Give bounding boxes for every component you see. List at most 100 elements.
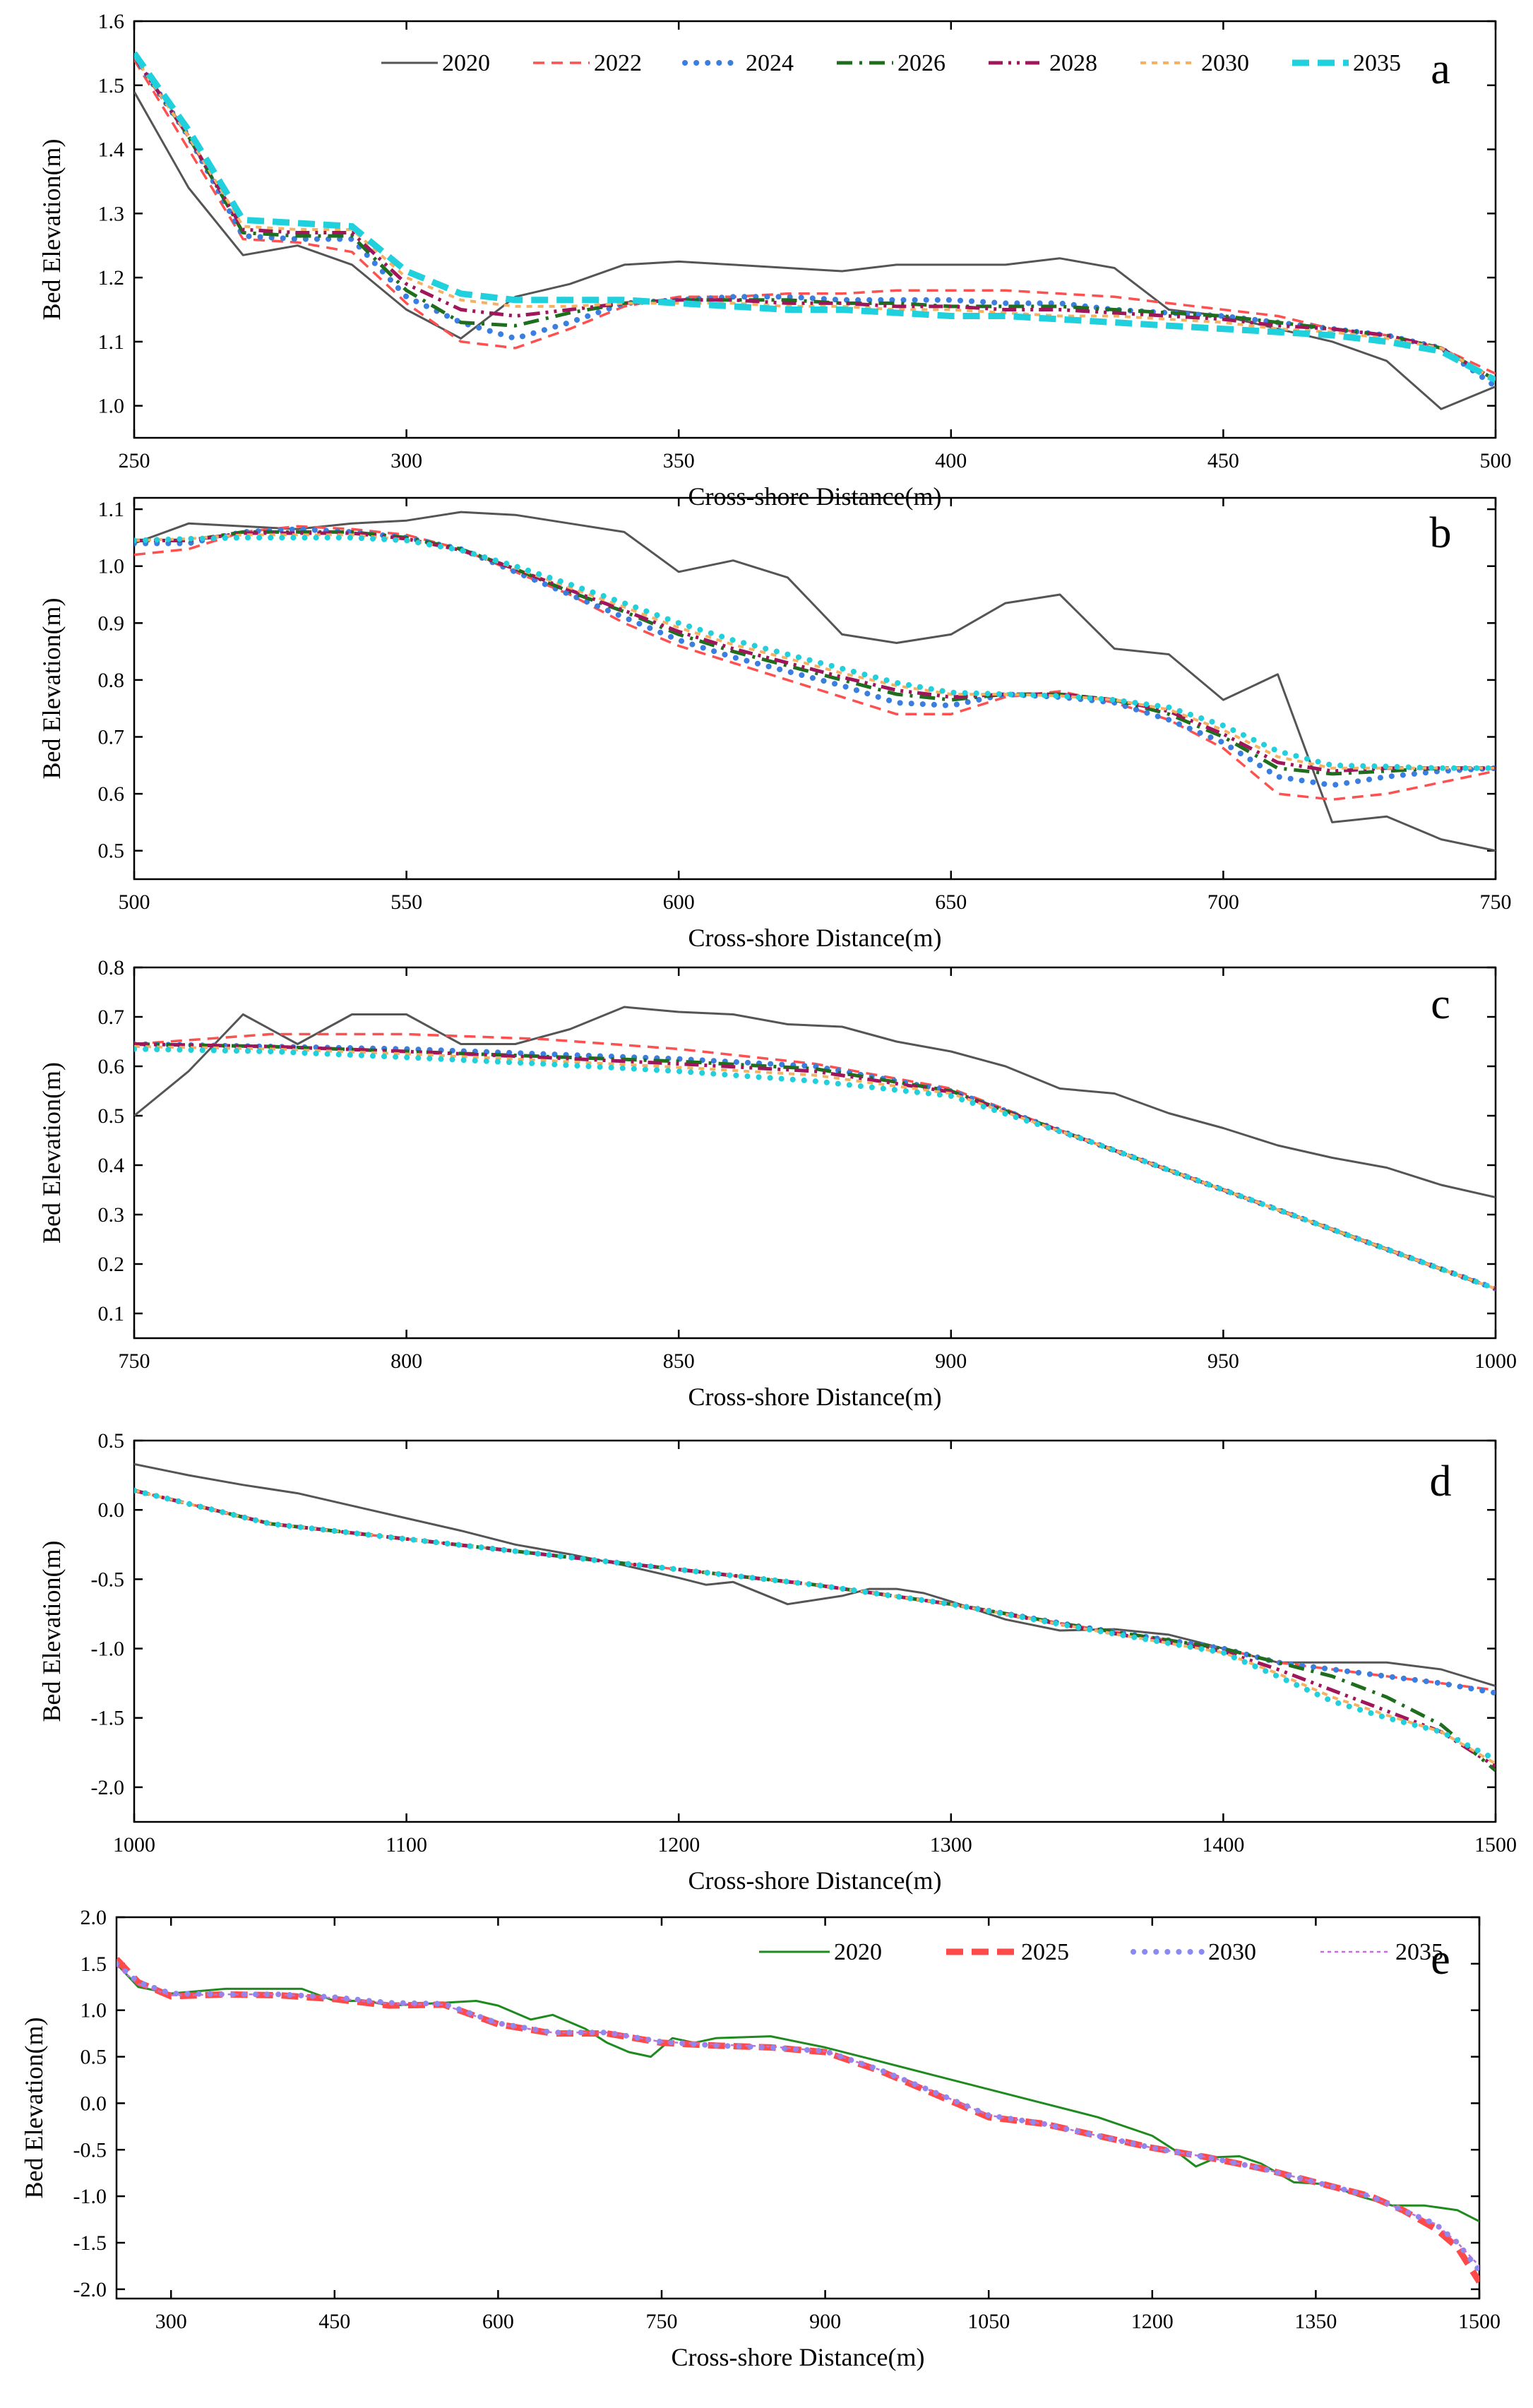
x-tick-label: 900 bbox=[935, 1349, 967, 1373]
y-tick-label: 0.4 bbox=[98, 1154, 125, 1177]
y-tick-label: 0.0 bbox=[80, 2092, 107, 2115]
y-tick-label: 1.2 bbox=[98, 266, 125, 290]
y-tick-label: 1.0 bbox=[80, 1999, 107, 2022]
x-tick-label: 1400 bbox=[1202, 1833, 1244, 1856]
x-tick-label: 1500 bbox=[1474, 1833, 1517, 1856]
series-line-2030 bbox=[134, 1045, 1496, 1290]
plot-frame bbox=[133, 966, 1497, 1340]
series-line-2026 bbox=[134, 55, 1496, 382]
y-tick-label: -0.5 bbox=[73, 2138, 107, 2162]
panel-a: 250 300 350 400 450 500 1.0 1.1 1.2 1.3 1.4 1.5 1.6 C… bbox=[37, 10, 1512, 511]
y-tick-label: 0.5 bbox=[80, 2046, 107, 2069]
series-line-2030 bbox=[117, 1960, 1479, 2274]
panel-letter: a bbox=[1431, 45, 1450, 93]
series-line-2025 bbox=[117, 1957, 1479, 2284]
x-tick-label: 1350 bbox=[1294, 2310, 1337, 2333]
y-tick-label: -0.5 bbox=[91, 1568, 125, 1591]
legend-label-2024: 2024 bbox=[746, 50, 794, 76]
x-tick-label: 450 bbox=[1207, 449, 1239, 472]
y-tick-label: -1.5 bbox=[91, 1707, 125, 1730]
x-tick-label: 1500 bbox=[1458, 2310, 1501, 2333]
y-tick-label: 1.1 bbox=[98, 330, 125, 354]
x-axis-title: Cross-shore Distance(m) bbox=[688, 924, 942, 952]
x-tick-label: 500 bbox=[119, 890, 150, 914]
x-tick-label: 300 bbox=[390, 449, 422, 472]
series-line-2035 bbox=[134, 1046, 1496, 1292]
x-axis-title: Cross-shore Distance(m) bbox=[688, 1866, 942, 1895]
y-axis-title: Bed Elevation(m) bbox=[37, 139, 66, 321]
x-tick-label: 750 bbox=[646, 2310, 678, 2333]
y-tick-label: 0.1 bbox=[98, 1302, 125, 1325]
series-line-2020 bbox=[134, 511, 1496, 852]
legend-label-2026: 2026 bbox=[897, 50, 946, 76]
x-tick-label: 1050 bbox=[967, 2310, 1010, 2333]
y-tick-label: -2.0 bbox=[73, 2278, 107, 2301]
panel-letter: b bbox=[1430, 509, 1452, 557]
x-tick-label: 500 bbox=[1480, 449, 1512, 472]
series-line-2020 bbox=[134, 91, 1496, 410]
y-tick-label: 0.8 bbox=[98, 956, 125, 979]
x-tick-label: 1300 bbox=[930, 1833, 972, 1856]
plot-frame bbox=[133, 20, 1497, 439]
legend: 2020 2025 2030 2035 bbox=[759, 1939, 1443, 1965]
x-tick-label: 750 bbox=[1480, 890, 1512, 914]
legend-label-2030: 2030 bbox=[1201, 50, 1249, 76]
x-tick-label: 800 bbox=[390, 1349, 422, 1373]
x-axis-title: Cross-shore Distance(m) bbox=[688, 482, 942, 511]
y-tick-label: 0.7 bbox=[98, 1006, 125, 1029]
x-tick-label: 400 bbox=[935, 449, 967, 472]
y-axis-title: Bed Elevation(m) bbox=[37, 598, 66, 780]
series-line-2022 bbox=[134, 59, 1496, 375]
y-tick-label: 0.5 bbox=[98, 1104, 125, 1128]
panel-b: 500 550 600 650 700 750 0.5 0.6 0.7 0.8 0.9 1.0 1.1 C… bbox=[37, 496, 1512, 952]
y-tick-label: 0.6 bbox=[98, 1055, 125, 1078]
x-axis-title: Cross-shore Distance(m) bbox=[688, 1383, 942, 1411]
x-tick-label: 1200 bbox=[1131, 2310, 1174, 2333]
x-tick-label: 950 bbox=[1207, 1349, 1239, 1373]
y-tick-label: 0.9 bbox=[98, 612, 125, 635]
y-tick-label: 2.0 bbox=[80, 1906, 107, 1929]
y-tick-label: -2.0 bbox=[91, 1776, 125, 1799]
series-line-2028 bbox=[134, 531, 1496, 773]
legend-label-2035: 2035 bbox=[1395, 1939, 1443, 1965]
y-tick-label: 0.0 bbox=[98, 1498, 125, 1522]
panel-c: 750 800 850 900 950 1000 0.1 0.2 0.3 0.4 0.5 0.6 0.7… bbox=[37, 956, 1517, 1411]
plot-frame bbox=[133, 1439, 1497, 1823]
series-group bbox=[134, 511, 1496, 852]
legend-label-2022: 2022 bbox=[594, 50, 642, 76]
y-tick-label: 1.5 bbox=[80, 1953, 107, 1976]
series-line-2024 bbox=[134, 1487, 1496, 1696]
series-line-2022 bbox=[134, 1489, 1496, 1692]
x-tick-label: 1100 bbox=[386, 1833, 427, 1856]
x-tick-label: 1000 bbox=[113, 1833, 155, 1856]
series-line-2035 bbox=[117, 1965, 1479, 2267]
y-tick-label: 1.0 bbox=[98, 395, 125, 418]
series-line-2022 bbox=[134, 525, 1496, 801]
series-group bbox=[134, 1006, 1496, 1292]
series-line-2028 bbox=[134, 55, 1496, 382]
legend-label-2020: 2020 bbox=[442, 50, 490, 76]
legend-label-2035: 2035 bbox=[1353, 50, 1401, 76]
x-tick-label: 350 bbox=[663, 449, 695, 472]
y-tick-label: 1.1 bbox=[98, 498, 125, 521]
x-axis-title: Cross-shore Distance(m) bbox=[672, 2343, 925, 2371]
y-tick-label: -1.5 bbox=[73, 2231, 107, 2255]
y-tick-label: 1.3 bbox=[98, 202, 125, 225]
series-line-2020 bbox=[117, 1962, 1479, 2223]
x-tick-label: 1000 bbox=[1474, 1349, 1517, 1373]
plot-frame bbox=[115, 1916, 1481, 2300]
y-tick-label: 1.4 bbox=[98, 138, 125, 162]
x-tick-label: 750 bbox=[119, 1349, 150, 1373]
y-tick-label: 0.2 bbox=[98, 1253, 125, 1276]
series-line-2026 bbox=[134, 530, 1496, 776]
y-axis-title: Bed Elevation(m) bbox=[20, 2017, 48, 2199]
y-tick-label: 0.5 bbox=[98, 1429, 125, 1453]
panel-letter: c bbox=[1431, 980, 1450, 1028]
x-tick-label: 650 bbox=[935, 890, 967, 914]
legend-label-2030: 2030 bbox=[1208, 1939, 1256, 1965]
x-tick-label: 900 bbox=[809, 2310, 841, 2333]
y-axis-title: Bed Elevation(m) bbox=[37, 1541, 66, 1722]
series-line-2020 bbox=[134, 1006, 1496, 1198]
y-tick-label: 0.7 bbox=[98, 726, 125, 749]
